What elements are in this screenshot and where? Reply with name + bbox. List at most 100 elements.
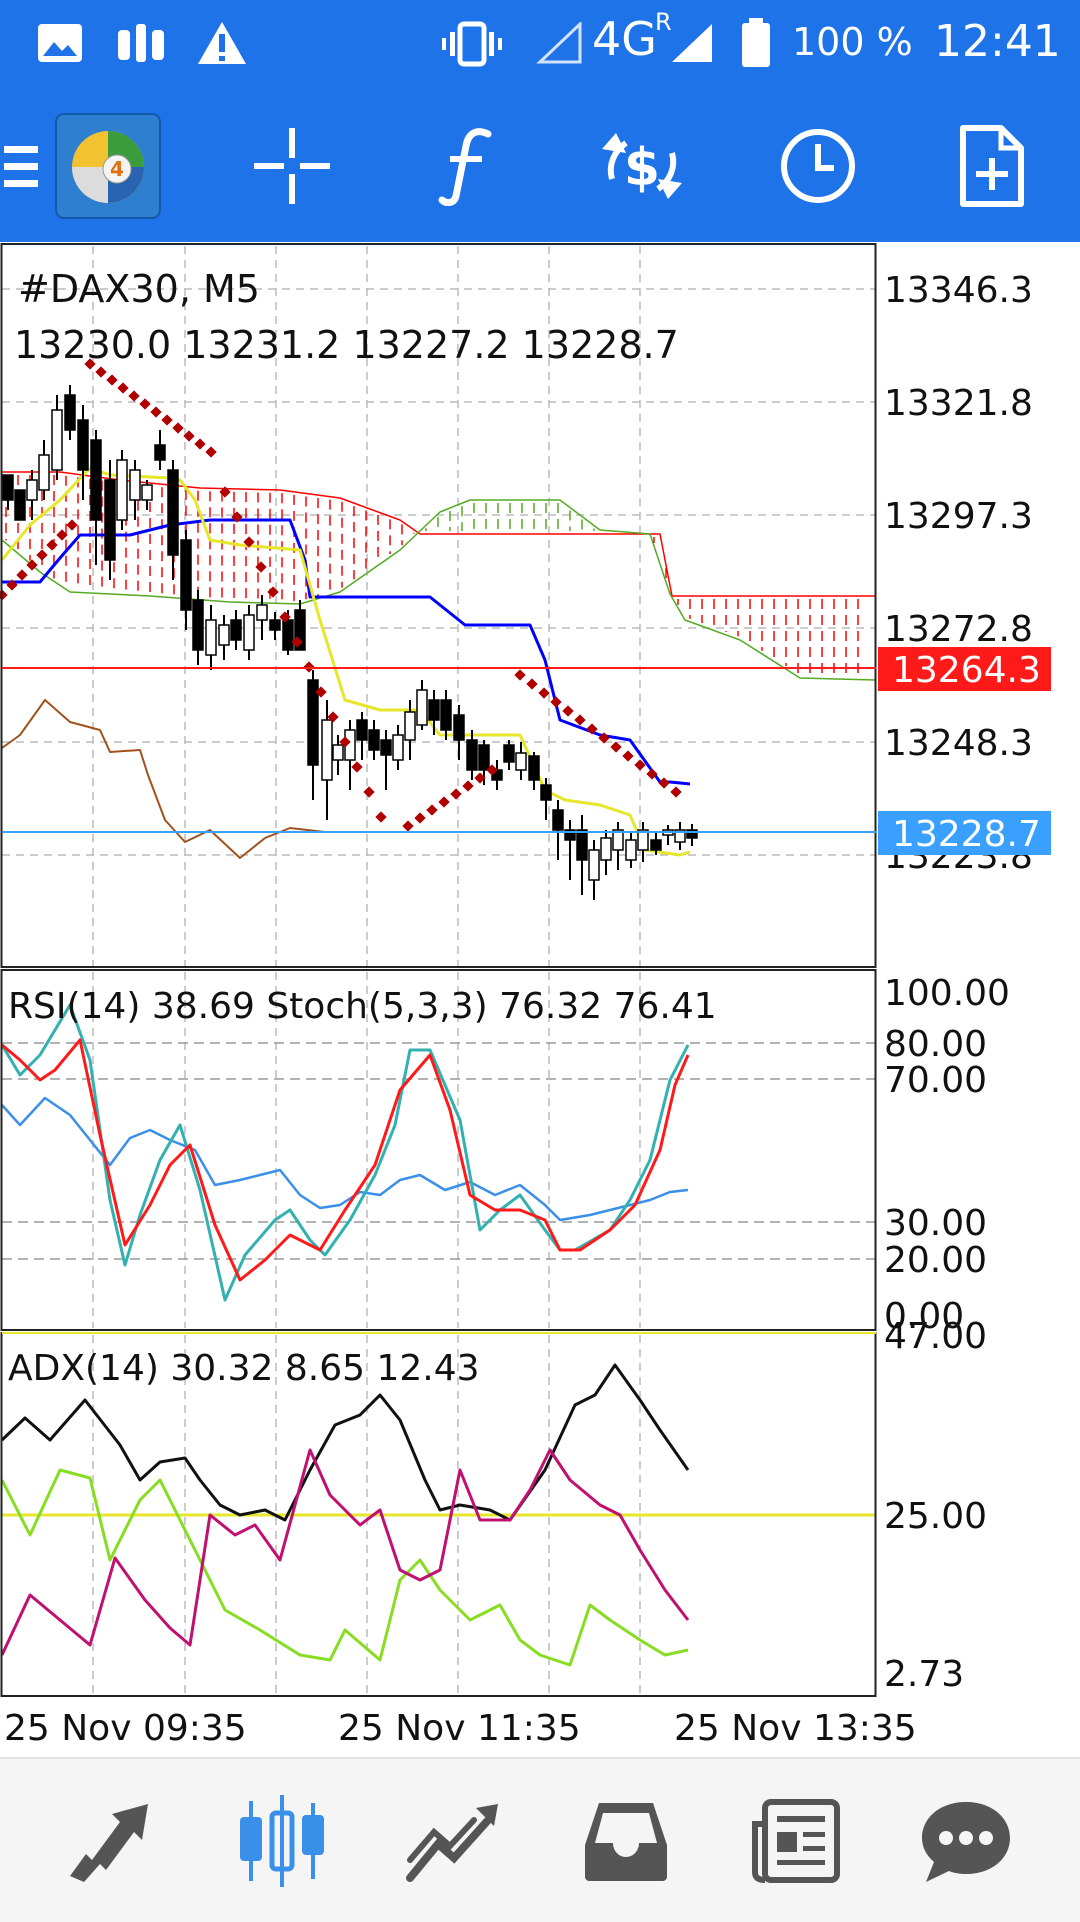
candle-body xyxy=(650,839,662,851)
metatrader-4-button[interactable]: 4 xyxy=(54,90,162,242)
bid-price-badge xyxy=(878,811,1051,855)
candle-body xyxy=(51,409,63,471)
sar-dot xyxy=(363,786,375,798)
quotes-arrows-icon xyxy=(70,1803,148,1882)
nav-messages[interactable] xyxy=(896,1759,1036,1922)
candle-body xyxy=(503,744,515,763)
oscillator-level-label: 0.00 xyxy=(884,1296,964,1337)
candle-body xyxy=(368,729,380,751)
sar-dot xyxy=(315,686,327,698)
sar-dot xyxy=(231,511,243,523)
crosshair-button[interactable] xyxy=(240,90,344,242)
candle-body xyxy=(129,469,141,501)
gallery-icon xyxy=(38,24,82,62)
newspaper-icon xyxy=(752,1798,840,1883)
ohlc-values: 13230.0 13231.2 13227.2 13228.7 xyxy=(14,323,679,367)
candle-body xyxy=(230,619,242,641)
sar-dot xyxy=(538,687,550,699)
sar-dot xyxy=(46,539,58,551)
chart-toolbar: 4 $ xyxy=(0,90,1080,242)
candlestick-icon xyxy=(240,1794,324,1887)
vibrate-icon xyxy=(442,21,502,67)
sar-dot xyxy=(279,611,291,623)
clock-icon xyxy=(781,129,855,203)
chart-area[interactable]: #DAX30, M5 13230.0 13231.2 13227.2 13228… xyxy=(0,242,1080,1757)
candle-body xyxy=(321,719,333,781)
candle-body xyxy=(453,714,465,741)
sar-dot xyxy=(117,382,129,394)
candle-body xyxy=(404,711,416,741)
inbox-icon xyxy=(585,1802,667,1881)
sar-dot xyxy=(375,811,387,823)
candle-body xyxy=(205,619,217,656)
sar-dot xyxy=(450,788,462,800)
function-icon xyxy=(438,128,492,206)
nav-history[interactable] xyxy=(556,1759,696,1922)
sar-dot xyxy=(526,678,538,690)
sar-dot xyxy=(610,741,622,753)
candle-body xyxy=(686,829,698,839)
candle-body xyxy=(600,837,612,861)
time-label: 25 Nov 09:35 xyxy=(4,1708,247,1749)
candle-body xyxy=(218,624,230,646)
candle-body xyxy=(478,744,490,771)
bottom-navigation xyxy=(0,1757,1080,1922)
nav-trade[interactable] xyxy=(384,1759,524,1922)
candle-body xyxy=(466,739,478,771)
adx-minus-line xyxy=(0,1448,690,1656)
candle-body xyxy=(380,739,392,756)
objects-button[interactable] xyxy=(940,90,1044,242)
nav-news[interactable] xyxy=(726,1759,866,1922)
trade-chart-icon xyxy=(406,1803,498,1882)
price-label: 13346.3 xyxy=(884,270,1033,311)
candle-body xyxy=(282,619,294,651)
oscillator-pane-frame xyxy=(0,969,877,1331)
trade-button[interactable]: $ xyxy=(590,90,694,242)
sar-dot xyxy=(486,764,498,776)
sar-dot xyxy=(339,736,351,748)
level-price-badge xyxy=(878,647,1051,691)
candle-body xyxy=(528,755,540,781)
adx-main-line xyxy=(0,1363,690,1522)
candle-body xyxy=(392,734,404,761)
oscillator-level-label: 70.00 xyxy=(884,1060,987,1101)
menu-button[interactable] xyxy=(0,90,44,242)
indicators-button[interactable] xyxy=(414,90,518,242)
sar-dot xyxy=(622,750,634,762)
sar-dot xyxy=(95,366,107,378)
candle-body xyxy=(167,469,179,556)
sar-dot xyxy=(474,772,486,784)
candle-body xyxy=(104,479,116,561)
candle-body xyxy=(625,839,637,861)
timeframe-button[interactable] xyxy=(766,90,870,242)
sar-dot xyxy=(194,438,206,450)
candle-body xyxy=(14,489,26,521)
oscillator-level-label: 80.00 xyxy=(884,1024,987,1065)
sar-dot xyxy=(586,723,598,735)
sar-dot xyxy=(670,786,682,798)
oscillator-level-label: 100.00 xyxy=(884,973,1010,1014)
sar-dot xyxy=(36,549,48,561)
sar-dot xyxy=(205,446,217,458)
candle-body xyxy=(243,614,255,651)
candle-body xyxy=(26,479,38,501)
candle-body xyxy=(612,829,624,851)
chart-canvas[interactable]: #DAX30, M5 13230.0 13231.2 13227.2 13228… xyxy=(0,242,1080,1757)
nav-chart[interactable] xyxy=(212,1759,352,1922)
sar-dot xyxy=(139,398,151,410)
signal-full-icon xyxy=(672,24,712,62)
candle-body xyxy=(2,474,14,501)
sar-dot xyxy=(658,777,670,789)
sar-dot xyxy=(514,669,526,681)
adx-plus-line xyxy=(0,1468,689,1667)
mt4-logo-number: 4 xyxy=(110,157,124,181)
senkou-span-a xyxy=(1,499,876,681)
network-type: 4G xyxy=(592,12,657,66)
candle-body xyxy=(307,679,319,766)
candle-body xyxy=(540,784,552,801)
symbol-title: #DAX30, M5 xyxy=(18,267,260,311)
nav-quotes[interactable] xyxy=(42,1759,182,1922)
candle-body xyxy=(64,394,76,431)
candle-body xyxy=(154,444,166,461)
rsi-line xyxy=(1,1096,689,1222)
